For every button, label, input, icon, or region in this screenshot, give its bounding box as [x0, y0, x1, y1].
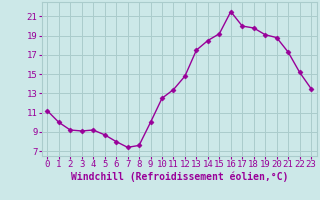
X-axis label: Windchill (Refroidissement éolien,°C): Windchill (Refroidissement éolien,°C) [70, 172, 288, 182]
